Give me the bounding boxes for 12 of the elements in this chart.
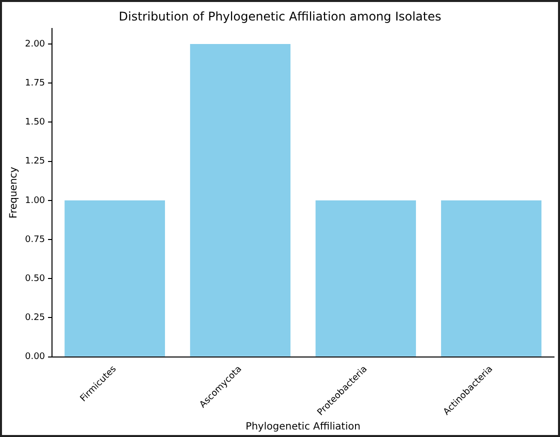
chart-title: Distribution of Phylogenetic Affiliation among Isolates — [118, 9, 442, 24]
y-tick-label: 0.00 — [24, 352, 46, 362]
y-tick-label: 0.25 — [24, 313, 46, 324]
y-tick-label: 0.75 — [24, 234, 46, 245]
y-tick-label: 1.00 — [24, 196, 46, 206]
y-axis-title: Frequency — [8, 166, 20, 218]
x-axis-title: Phylogenetic Affiliation — [246, 422, 360, 433]
y-tick-label: 2.00 — [24, 39, 46, 50]
y-tick-label: 1.50 — [24, 118, 46, 128]
y-tick-label: 0.50 — [24, 274, 46, 284]
y-tick-label: 1.25 — [24, 156, 46, 167]
y-tick-label: 1.75 — [24, 78, 46, 88]
